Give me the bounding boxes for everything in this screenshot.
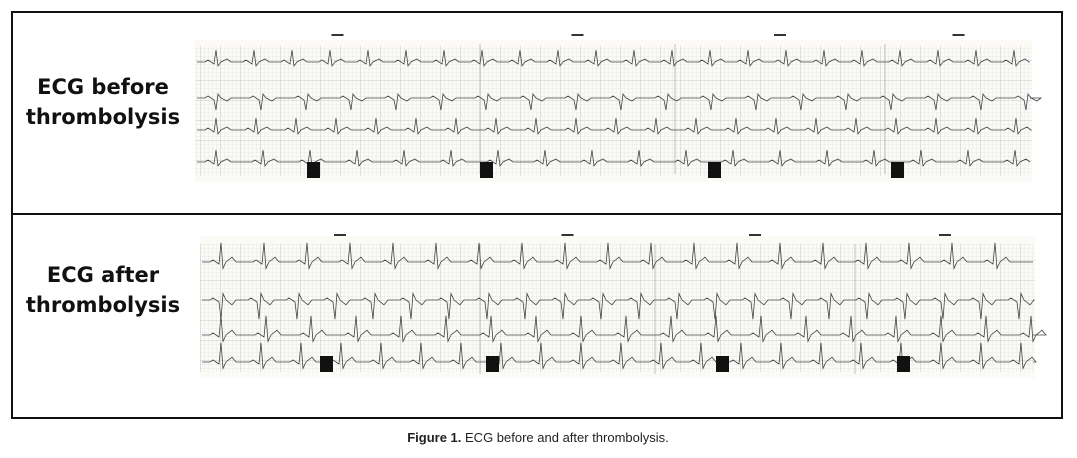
calib-tick	[561, 234, 574, 236]
strip-marker	[307, 162, 320, 178]
strip-marker	[897, 356, 910, 372]
calib-tick	[334, 234, 346, 236]
panel: ECG after thrombolysis	[26, 234, 1047, 378]
panel-label: ECG after	[47, 263, 160, 287]
ecg-trace	[197, 92, 1043, 111]
ecg-grid	[200, 244, 1035, 372]
panel-label: ECG before	[37, 75, 169, 99]
calib-tick	[939, 234, 951, 236]
ecg-strip	[200, 234, 1047, 378]
caption: Figure 1. ECG before and after thromboly…	[407, 430, 669, 445]
panel-label: thrombolysis	[26, 105, 180, 129]
caption-text: ECG before and after thrombolysis.	[465, 430, 669, 445]
strip-marker	[891, 162, 904, 178]
strip-marker	[480, 162, 493, 178]
ecg-trace	[202, 292, 1035, 320]
ecg-trace	[197, 49, 1030, 68]
ecg-trace	[202, 315, 1047, 343]
ecg-trace	[197, 149, 1031, 168]
ecg-grid	[195, 46, 1032, 176]
strip-marker	[320, 356, 333, 372]
ecg-trace	[202, 242, 1033, 270]
calib-tick	[571, 34, 584, 36]
calib-tick	[774, 34, 786, 36]
strip-marker	[708, 162, 721, 178]
ecg-strip	[195, 34, 1043, 182]
ecg-trace	[197, 117, 1033, 136]
strip-marker	[486, 356, 499, 372]
calib-tick	[749, 234, 761, 236]
panel: ECG before thrombolysis	[26, 34, 1043, 182]
calib-tick	[331, 34, 344, 36]
strip-marker	[716, 356, 729, 372]
panel-label: thrombolysis	[26, 293, 180, 317]
calib-tick	[952, 34, 965, 36]
ecg-trace	[202, 342, 1037, 370]
caption-label: Figure 1.	[407, 430, 461, 445]
